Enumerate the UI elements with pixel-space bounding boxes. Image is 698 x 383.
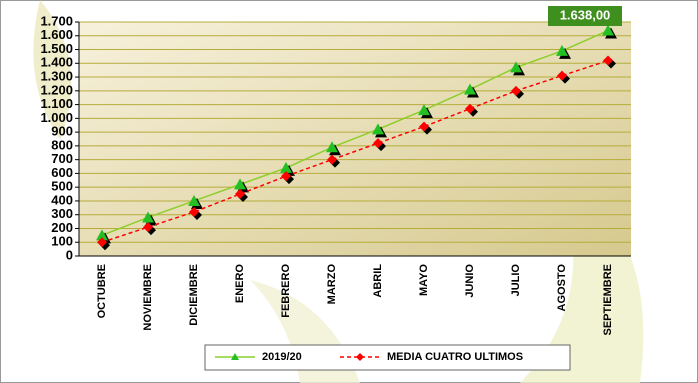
y-tick-label: 1.700: [40, 13, 73, 28]
x-tick-label: JUNIO: [464, 264, 476, 298]
triangle-marker: [602, 24, 617, 39]
diamond-marker: [557, 70, 570, 84]
triangle-marker: [556, 44, 571, 59]
diamond-marker: [373, 138, 386, 152]
diamond-marker: [189, 206, 202, 220]
triangle-marker: [188, 194, 203, 209]
marker-part: [327, 154, 337, 165]
x-tick-label: ENERO: [234, 264, 246, 304]
y-tick-label: 200: [51, 220, 73, 235]
y-tick-label: 300: [51, 206, 73, 221]
y-tick-label: 600: [51, 165, 73, 180]
y-tick-label: 800: [51, 137, 73, 152]
x-tick-label: JULIO: [510, 264, 522, 297]
marker-part: [372, 123, 384, 135]
diamond-marker: [603, 55, 616, 69]
x-tick-label: DICIEMBRE: [188, 264, 200, 326]
legend: [204, 344, 571, 371]
x-tick-label: SEPTIEMBRE: [602, 264, 614, 336]
marker-part: [373, 138, 383, 149]
y-tick-label: 900: [51, 124, 73, 139]
y-tick-label: 1.600: [40, 27, 73, 42]
legend-marker: [231, 353, 239, 360]
y-tick-label: 1.500: [40, 41, 73, 56]
triangle-marker: [510, 61, 525, 76]
diamond-marker: [235, 189, 248, 203]
x-tick-label: FEBRERO: [280, 264, 292, 318]
triangle-marker: [418, 104, 433, 119]
legend-label: 2019/20: [262, 351, 302, 363]
marker-part: [464, 83, 476, 95]
diamond-marker: [97, 237, 110, 251]
x-tick-label: AGOSTO: [556, 264, 568, 312]
marker-part: [422, 124, 432, 135]
legend-marker: [356, 353, 364, 361]
marker-part: [326, 141, 338, 153]
marker-part: [143, 222, 153, 233]
marker-part: [603, 55, 613, 66]
diamond-marker: [281, 171, 294, 185]
triangle-marker: [464, 83, 479, 98]
y-tick-label: 700: [51, 151, 73, 166]
marker-part: [557, 70, 567, 81]
diamond-marker: [465, 103, 478, 117]
series-line: [101, 29, 609, 237]
marker-part: [602, 24, 614, 36]
x-tick-label: MARZO: [326, 264, 338, 305]
marker-part: [188, 194, 200, 206]
series-line: [101, 59, 609, 243]
marker-part: [97, 237, 107, 248]
marker-part: [234, 178, 246, 190]
marker-part: [418, 104, 430, 116]
diamond-marker: [143, 222, 156, 236]
marker-part: [556, 44, 568, 56]
legend-label: MEDIA CUATRO ULTIMOS: [387, 351, 523, 363]
marker-part: [189, 206, 199, 217]
triangle-marker: [326, 141, 341, 156]
marker-part: [281, 171, 291, 182]
diamond-marker: [327, 154, 340, 168]
y-tick-label: 1.200: [40, 82, 73, 97]
y-tick-label: 1.100: [40, 96, 73, 111]
y-tick-label: 1.300: [40, 68, 73, 83]
marker-part: [142, 211, 154, 223]
x-tick-label: OCTUBRE: [96, 264, 108, 318]
y-tick-label: 500: [51, 179, 73, 194]
marker-part: [96, 229, 108, 241]
marker-part: [280, 161, 292, 173]
y-tick-label: 100: [51, 234, 73, 249]
value-label: 1.638,00: [560, 7, 611, 22]
y-tick-label: 400: [51, 192, 73, 207]
triangle-marker: [372, 123, 387, 138]
marker-part: [510, 61, 522, 73]
value-label-box: [548, 6, 622, 26]
diamond-marker: [511, 85, 524, 99]
y-tick-label: 1.400: [40, 55, 73, 70]
decoration: [33, 0, 72, 140]
x-tick-label: MAYO: [418, 264, 430, 296]
marker-part: [419, 121, 429, 132]
marker-part: [511, 85, 521, 96]
marker-part: [465, 103, 475, 114]
diamond-marker: [419, 121, 432, 135]
y-tick-label: 0: [66, 247, 73, 262]
x-tick-label: NOVIEMBRE: [142, 264, 154, 331]
x-tick-label: ABRIL: [372, 264, 384, 298]
marker-part: [235, 189, 245, 200]
y-tick-label: 1.000: [40, 110, 73, 125]
